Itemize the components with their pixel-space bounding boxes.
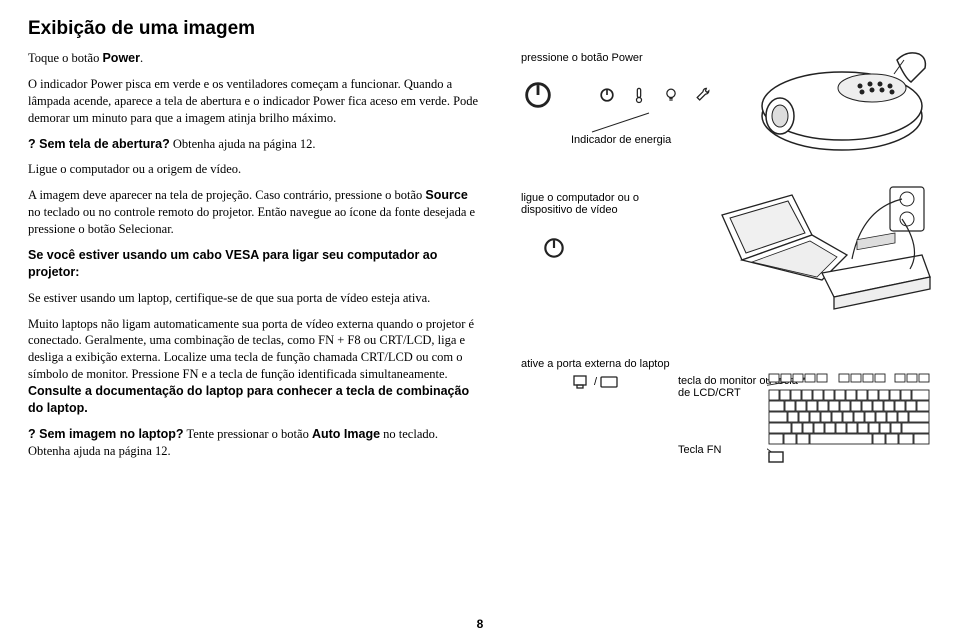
power-icon — [597, 85, 617, 105]
right-column: pressione o botão Power Indicador de ene… — [513, 50, 932, 469]
heading-vesa: Se você estiver usando um cabo VESA para… — [28, 247, 483, 281]
wrench-icon — [693, 85, 713, 105]
para-turn-on-source: Ligue o computador ou a origem de vídeo. — [28, 161, 483, 178]
keyboard-illustration — [767, 372, 932, 472]
page-title: Exibição de uma imagem — [28, 18, 932, 40]
callout-turn-on-device: ligue o computador ou o dispositivo de v… — [521, 192, 651, 216]
auto-image-word: Auto Image — [312, 427, 380, 441]
para-laptop-port: Se estiver usando um laptop, certifique-… — [28, 290, 483, 307]
display-icon — [600, 375, 618, 389]
projector-illustration — [742, 42, 932, 162]
text: Muito laptops não ligam automaticamente … — [28, 317, 474, 382]
callout-fn-key: Tecla FN — [678, 444, 721, 456]
slash: / — [594, 376, 597, 388]
laptop-vcr-illustration — [702, 185, 932, 315]
arrow-icon — [589, 110, 669, 138]
para-fn-key: Muito laptops não ligam automaticamente … — [28, 316, 483, 417]
power-icon — [521, 78, 555, 112]
para-no-splash: ? Sem tela de abertura? Obtenha ajuda na… — [28, 136, 483, 153]
power-word: Power — [102, 51, 140, 65]
power-icon-row — [521, 78, 713, 112]
laptop-port-icons: / — [573, 375, 618, 389]
power-icon — [541, 235, 567, 261]
callout-press-power: pressione o botão Power — [521, 52, 643, 64]
callout-activate-port: ative a porta externa do laptop — [521, 358, 670, 370]
text: Toque o botão — [28, 51, 102, 65]
text: Obtenha ajuda na página 12. — [170, 137, 316, 151]
text: no teclado ou no controle remoto do proj… — [28, 205, 475, 236]
para-indicator: O indicador Power pisca em verde e os ve… — [28, 76, 483, 127]
question: ? Sem imagem no laptop? — [28, 427, 184, 441]
consult-doc: Consulte a documentação do laptop para c… — [28, 384, 469, 415]
text: A imagem deve aparecer na tela de projeç… — [28, 188, 425, 202]
source-word: Source — [425, 188, 467, 202]
monitor-icon — [573, 375, 591, 389]
para-power: Toque o botão Power. — [28, 50, 483, 67]
content-columns: Toque o botão Power. O indicador Power p… — [28, 50, 932, 469]
text: Tente pressionar o botão — [184, 427, 312, 441]
lamp-icon — [661, 85, 681, 105]
text: . — [140, 51, 143, 65]
question: ? Sem tela de abertura? — [28, 137, 170, 151]
page-number: 8 — [477, 617, 484, 631]
left-column: Toque o botão Power. O indicador Power p… — [28, 50, 483, 469]
para-no-image: ? Sem imagem no laptop? Tente pressionar… — [28, 426, 483, 460]
thermometer-icon — [629, 85, 649, 105]
para-image-appear: A imagem deve aparecer na tela de projeç… — [28, 187, 483, 238]
